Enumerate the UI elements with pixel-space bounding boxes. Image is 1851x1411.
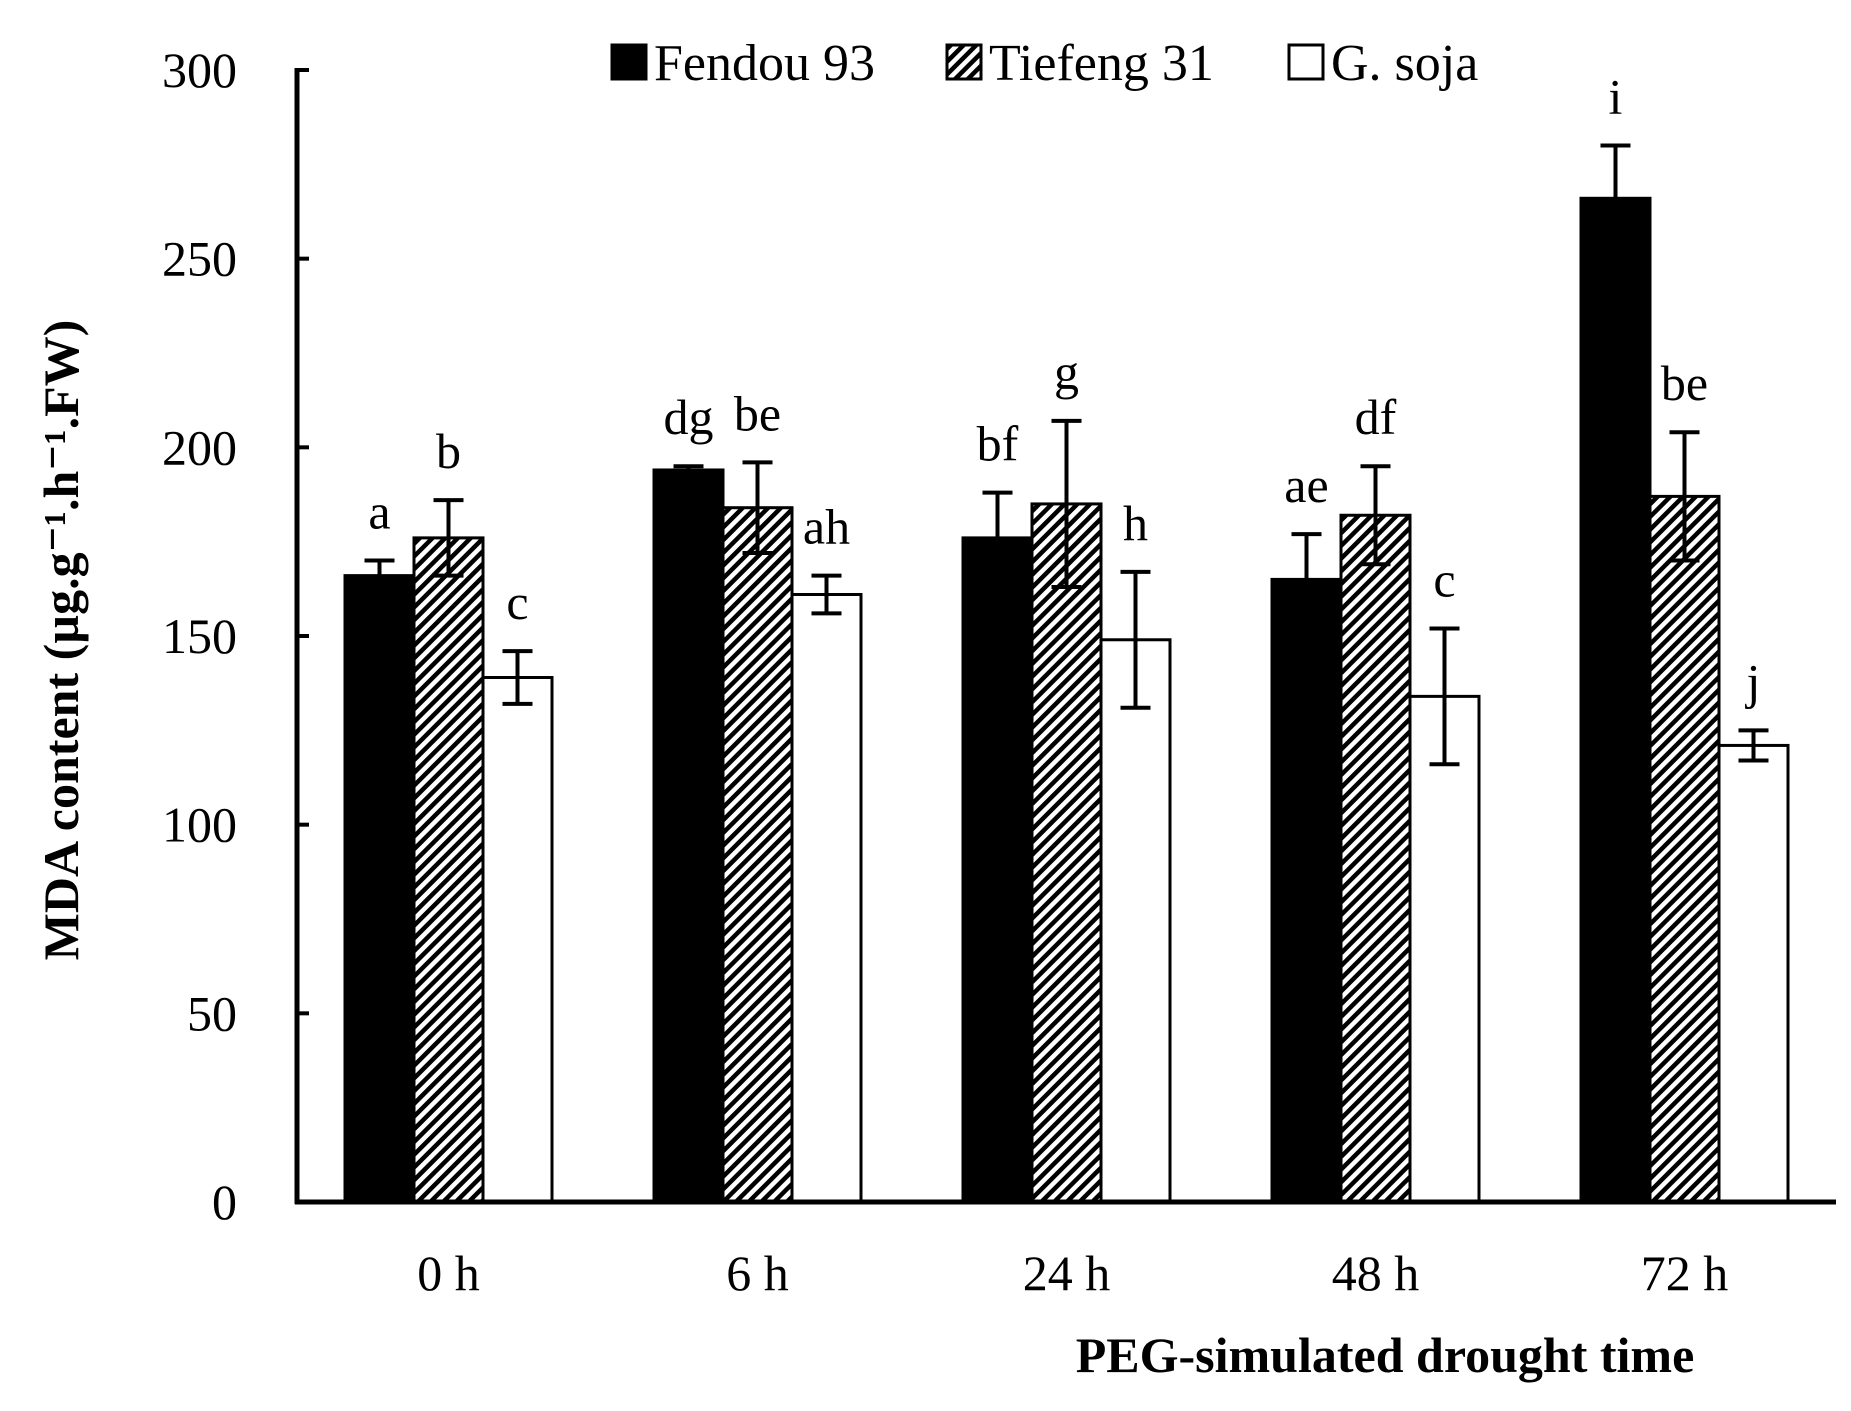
- bar: [652, 468, 725, 1204]
- y-tick-label: 200: [162, 419, 237, 475]
- significance-label: c: [1433, 551, 1455, 607]
- bar-group: i be j: [1579, 68, 1790, 1204]
- y-tick-label: 300: [162, 42, 237, 98]
- legend-item: Fendou 93: [610, 35, 875, 92]
- significance-label: g: [1054, 344, 1079, 400]
- significance-label: c: [506, 574, 528, 630]
- legend-label: Tiefeng 31: [989, 35, 1214, 92]
- legend-item: Tiefeng 31: [945, 35, 1214, 92]
- significance-label: bf: [977, 416, 1019, 472]
- bar: [343, 574, 416, 1204]
- y-axis-title: MDA content (µg.g⁻¹.h⁻¹.FW): [33, 320, 89, 961]
- x-tick-label: 24 h: [1023, 1245, 1111, 1301]
- legend-label: G. soja: [1331, 35, 1478, 92]
- y-tick-label: 50: [187, 985, 237, 1041]
- bar: [1030, 502, 1103, 1204]
- significance-label: h: [1123, 495, 1148, 551]
- x-tick-label: 72 h: [1641, 1245, 1729, 1301]
- legend-label: Fendou 93: [654, 35, 875, 92]
- bar: [412, 536, 485, 1204]
- bar-group: ab c: [343, 423, 554, 1204]
- y-tick-label: 250: [162, 231, 237, 287]
- significance-label: ae: [1284, 457, 1328, 513]
- y-tick-label: 0: [212, 1174, 237, 1230]
- significance-label: dg: [664, 389, 714, 445]
- significance-label: df: [1355, 389, 1397, 445]
- legend-swatch: [945, 43, 983, 81]
- bar: [1648, 494, 1721, 1204]
- significance-label: a: [368, 484, 390, 540]
- x-axis: 0 h 6 h 24 h 48 h 72 h: [295, 1199, 1836, 1301]
- x-tick-label: 48 h: [1332, 1245, 1420, 1301]
- x-axis-title: PEG-simulated drought time: [1076, 1327, 1695, 1383]
- bar: [790, 592, 863, 1204]
- significance-label: i: [1609, 68, 1623, 124]
- significance-label: ah: [803, 499, 850, 555]
- bar: [1339, 513, 1412, 1204]
- significance-label: j: [1745, 653, 1761, 709]
- y-tick-label: 100: [162, 797, 237, 853]
- significance-label: be: [734, 385, 781, 441]
- bar: [721, 506, 794, 1204]
- bar: [481, 676, 554, 1204]
- legend: Fendou 93 Tiefeng 31 G. soja: [610, 35, 1478, 92]
- bar-group: bfg h: [961, 344, 1172, 1204]
- x-tick-label: 6 h: [726, 1245, 789, 1301]
- significance-label: be: [1661, 355, 1708, 411]
- bar: [1579, 196, 1652, 1204]
- legend-swatch: [1287, 43, 1325, 81]
- bar: [1099, 638, 1172, 1204]
- y-axis: 0 50 100 150 200 250 300: [162, 42, 309, 1230]
- legend-swatch: [610, 43, 648, 81]
- y-tick-label: 150: [162, 608, 237, 664]
- x-tick-label: 0 h: [417, 1245, 480, 1301]
- bar: [1408, 694, 1481, 1204]
- bar: [1270, 577, 1343, 1204]
- significance-label: b: [436, 423, 461, 479]
- legend-item: G. soja: [1287, 35, 1478, 92]
- bar: [1717, 743, 1790, 1204]
- bar-group: dg be ah: [652, 385, 863, 1204]
- bar: [961, 536, 1034, 1204]
